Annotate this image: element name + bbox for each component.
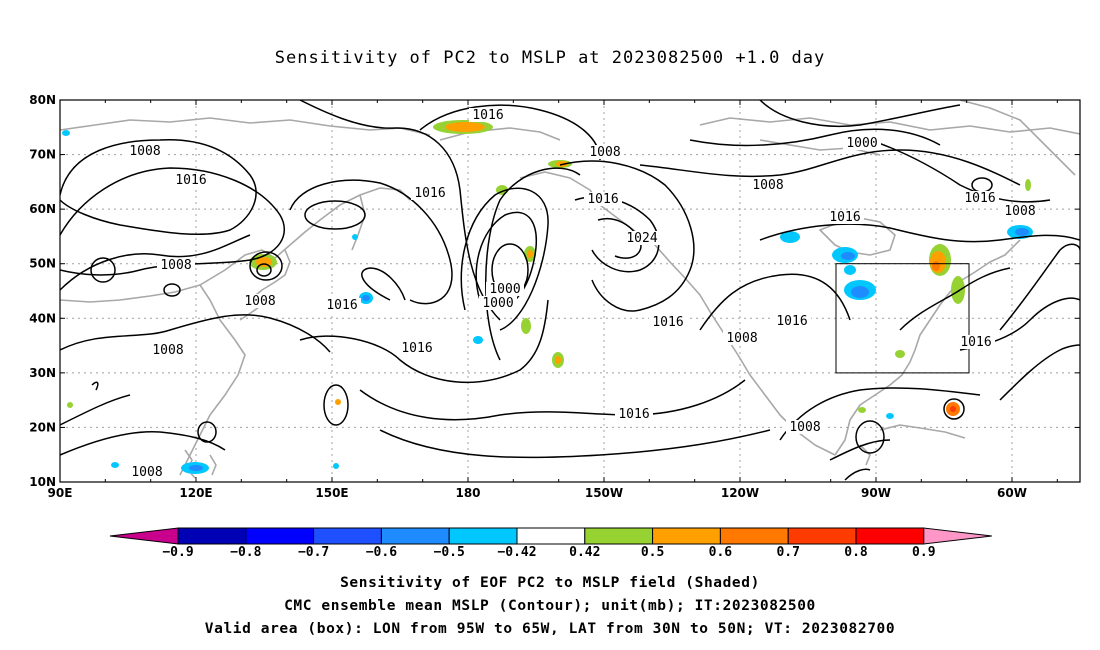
contour-label: 1016 <box>401 341 432 356</box>
contour-label: 1016 <box>472 108 503 123</box>
contour-label: 1008 <box>752 178 783 193</box>
contour-label: 1016 <box>414 186 445 201</box>
colorbar-segment <box>855 527 925 545</box>
contour-label: 1000 <box>482 296 513 311</box>
colorbar-tick-label: −0.6 <box>366 545 397 560</box>
colorbar: −0.9 −0.8 −0.7 −0.6 −0.5 −0.42 0.42 0.5 0.6 0.7 0.… <box>109 527 992 560</box>
lat-label: 10N <box>29 475 56 489</box>
lon-label: 90E <box>48 486 73 500</box>
lat-label: 80N <box>29 93 56 107</box>
caption-line-2: CMC ensemble mean MSLP (Contour); unit(m… <box>284 598 816 614</box>
lat-label: 70N <box>29 148 56 162</box>
colorbar-tick-label: 0.7 <box>776 545 799 560</box>
colorbar-tick-label: 0.8 <box>844 545 868 560</box>
mslp-contours <box>60 100 1080 481</box>
valid-area-box <box>835 263 970 374</box>
map-gridlines <box>60 100 1080 482</box>
colorbar-segment <box>313 527 382 545</box>
contour-label: 1016 <box>776 314 807 329</box>
colorbar-tick-label: −0.7 <box>298 545 329 560</box>
contour-label: 1008 <box>160 258 191 273</box>
contour-label: 1008 <box>726 331 757 346</box>
contour-label: 1000 <box>846 136 877 151</box>
caption-line-3: Valid area (box): LON from 95W to 65W, L… <box>204 621 896 637</box>
colorbar-segment <box>652 527 721 545</box>
colorbar-tick-label: −0.5 <box>434 545 465 560</box>
colorbar-segment <box>516 527 586 545</box>
contour-label: 1016 <box>964 191 995 206</box>
colorbar-segment <box>787 527 857 545</box>
contour-label: 1016 <box>960 335 991 350</box>
sensitivity-shading <box>62 120 1033 474</box>
contour-label: 1016 <box>829 210 860 225</box>
contour-label: 1016 <box>326 298 357 313</box>
caption-line-1: Sensitivity of EOF PC2 to MSLP field (Sh… <box>340 575 760 591</box>
lon-label: 90W <box>861 486 891 500</box>
contour-label: 1008 <box>589 145 620 160</box>
lon-label: 180 <box>455 486 480 500</box>
lon-label: 120W <box>721 486 759 500</box>
contour-label: 1016 <box>175 173 206 188</box>
colorbar-segment <box>923 527 992 545</box>
colorbar-tick-label: −0.9 <box>162 545 193 560</box>
lon-label: 150W <box>585 486 623 500</box>
colorbar-segment <box>584 527 654 545</box>
colorbar-tick-label: −0.8 <box>230 545 261 560</box>
lat-label: 40N <box>29 311 56 325</box>
lon-label: 60W <box>997 486 1027 500</box>
lat-label: 50N <box>29 257 56 271</box>
contour-label: 1024 <box>626 231 657 246</box>
colorbar-tick-label: 0.42 <box>569 545 600 560</box>
colorbar-tick-label: −0.42 <box>497 545 536 560</box>
colorbar-tick-label: 0.9 <box>912 545 935 560</box>
colorbar-segment <box>448 527 518 545</box>
contour-label: 1016 <box>618 407 649 422</box>
contour-label: 1000 <box>489 282 520 297</box>
lat-label: 30N <box>29 366 56 380</box>
contour-label: 1008 <box>152 343 183 358</box>
contour-label: 1016 <box>587 192 618 207</box>
contour-label: 1008 <box>1004 204 1035 219</box>
colorbar-tick-label: 0.6 <box>709 545 733 560</box>
contour-label: 1008 <box>244 294 275 309</box>
colorbar-tick-label: 0.5 <box>641 545 664 560</box>
lat-label: 60N <box>29 202 56 216</box>
chart-title: Sensitivity of PC2 to MSLP at 2023082500… <box>274 48 826 68</box>
colorbar-segment <box>719 527 789 545</box>
lon-label: 150E <box>315 486 348 500</box>
contour-label: 1016 <box>652 315 683 330</box>
colorbar-segment <box>245 527 315 545</box>
colorbar-segment <box>380 527 450 545</box>
lat-label: 20N <box>29 420 56 434</box>
contour-label: 1008 <box>131 465 162 480</box>
colorbar-segment <box>177 527 247 545</box>
contour-label: 1008 <box>129 144 160 159</box>
contour-label: 1008 <box>789 420 820 435</box>
lon-label: 120E <box>179 486 212 500</box>
colorbar-segment <box>109 527 179 545</box>
